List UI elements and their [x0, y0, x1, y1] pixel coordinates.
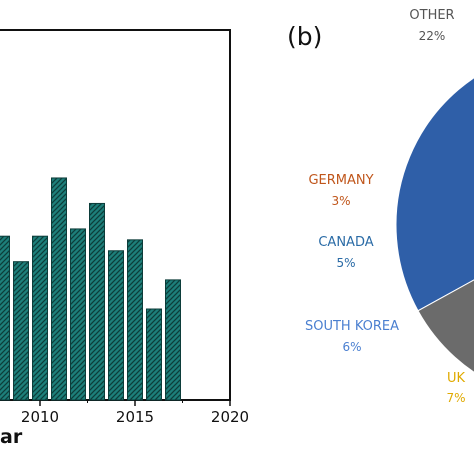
bar	[165, 279, 181, 401]
pct-uk: 7%	[446, 391, 465, 405]
panel-label: (b)	[287, 22, 322, 51]
pct-germany: 3%	[331, 194, 350, 208]
label-canada: CANADA	[318, 235, 373, 250]
bar	[89, 202, 105, 401]
pct-south-korea: 6%	[342, 340, 361, 354]
bar	[70, 228, 86, 401]
bar	[13, 261, 29, 401]
label-germany: GERMANY	[308, 173, 373, 188]
bar-chart: 2010 2015 2020 ar	[0, 29, 249, 448]
bars	[0, 177, 181, 401]
label-south-korea: SOUTH KOREA	[305, 319, 399, 334]
x-tick-label: 2010	[21, 408, 59, 426]
bar	[127, 239, 143, 401]
pct-other: 22%	[419, 29, 446, 43]
x-axis-label: ar	[0, 426, 23, 448]
bar	[0, 235, 10, 401]
label-other: OTHER	[409, 8, 454, 23]
bar	[51, 177, 67, 401]
label-uk: UK	[447, 371, 466, 386]
slice-remaining	[395, 77, 474, 312]
x-tick-label: 2020	[211, 408, 249, 426]
pie-slices	[395, 77, 474, 373]
pct-canada: 5%	[336, 256, 355, 270]
slice-other	[417, 279, 474, 373]
x-ticks: 2010 2015 2020	[21, 400, 249, 426]
bar	[108, 250, 124, 401]
x-tick-label: 2015	[116, 408, 154, 426]
pie-chart: (b) OTHER 22% GERMANY 3% CANADA 5% SOUTH…	[287, 8, 474, 405]
bar	[146, 308, 162, 401]
bar	[32, 235, 48, 401]
